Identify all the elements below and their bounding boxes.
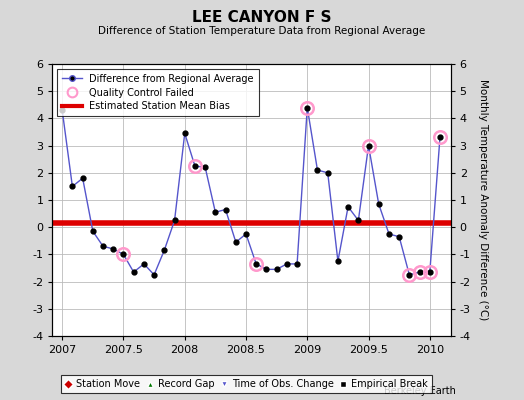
Legend: Station Move, Record Gap, Time of Obs. Change, Empirical Break: Station Move, Record Gap, Time of Obs. C… <box>61 375 432 393</box>
Legend: Difference from Regional Average, Quality Control Failed, Estimated Station Mean: Difference from Regional Average, Qualit… <box>57 69 259 116</box>
Text: LEE CANYON F S: LEE CANYON F S <box>192 10 332 25</box>
Y-axis label: Monthly Temperature Anomaly Difference (°C): Monthly Temperature Anomaly Difference (… <box>478 79 488 321</box>
Text: Berkeley Earth: Berkeley Earth <box>384 386 456 396</box>
Text: Difference of Station Temperature Data from Regional Average: Difference of Station Temperature Data f… <box>99 26 425 36</box>
